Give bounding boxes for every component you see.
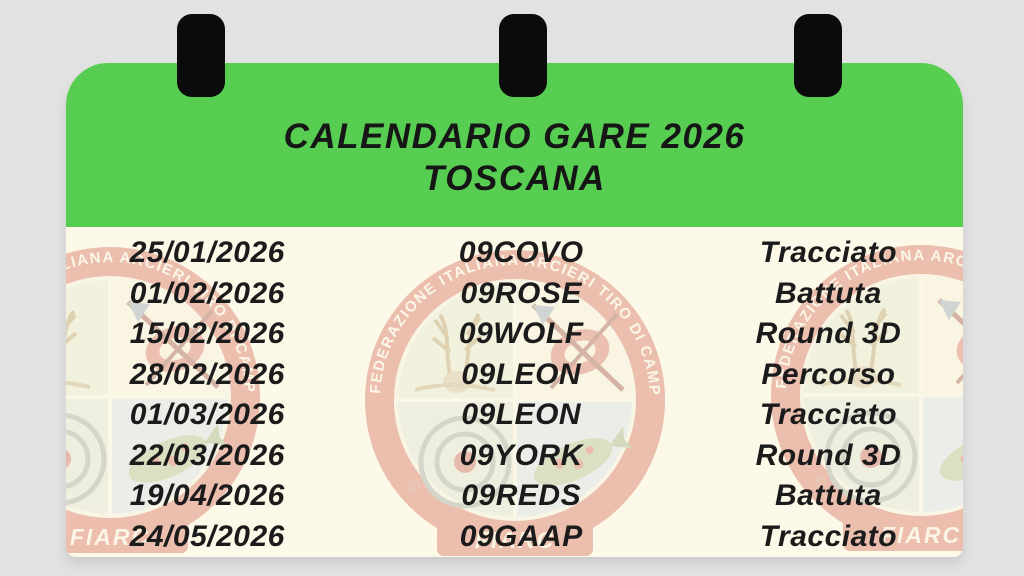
event-type: Battuta <box>775 479 882 513</box>
event-date: 25/01/2026 <box>129 236 285 270</box>
event-date: 01/02/2026 <box>129 276 285 310</box>
event-code: 09YORK <box>459 438 583 472</box>
binder-ring-center <box>499 14 547 97</box>
event-code: 09LEON <box>461 357 582 391</box>
table-row: 15/02/2026 09WOLF Round 3D <box>66 314 963 355</box>
event-date: 15/02/2026 <box>129 317 285 351</box>
calendar-title: CALENDARIO GARE 2026 <box>283 117 746 156</box>
event-code: 09GAAP <box>459 519 583 553</box>
table-row: 01/02/2026 09ROSE Battuta <box>66 274 963 315</box>
event-code: 09ROSE <box>460 276 582 310</box>
table-row: 22/03/2026 09YORK Round 3D <box>66 436 963 477</box>
table-row: 19/04/2026 09REDS Battuta <box>66 476 963 517</box>
event-code: 09COVO <box>458 236 584 270</box>
event-date: 19/04/2026 <box>129 479 285 513</box>
events-table: 25/01/2026 09COVO Tracciato 01/02/2026 0… <box>66 227 963 557</box>
event-code: 09REDS <box>461 479 582 513</box>
event-type: Battuta <box>775 276 882 310</box>
event-date: 01/03/2026 <box>129 398 285 432</box>
table-row: 25/01/2026 09COVO Tracciato <box>66 233 963 274</box>
event-date: 28/02/2026 <box>129 357 285 391</box>
table-row: 28/02/2026 09LEON Percorso <box>66 355 963 396</box>
event-type: Tracciato <box>759 519 898 553</box>
binder-ring-left <box>177 14 225 97</box>
event-date: 22/03/2026 <box>129 438 285 472</box>
event-code: 09LEON <box>461 398 582 432</box>
event-type: Round 3D <box>755 317 902 351</box>
calendar-card: CALENDARIO GARE 2026 TOSCANA <box>66 63 963 557</box>
event-type: Round 3D <box>755 438 902 472</box>
calendar-region: TOSCANA <box>423 159 606 198</box>
event-type: Percorso <box>761 357 896 391</box>
event-type: Tracciato <box>759 236 898 270</box>
table-row: 24/05/2026 09GAAP Tracciato <box>66 517 963 558</box>
table-row: 01/03/2026 09LEON Tracciato <box>66 395 963 436</box>
event-type: Tracciato <box>759 398 898 432</box>
calendar-body: FEDERAZIONE ITALIANA ARCIERI TIRO DI CAM… <box>66 227 963 557</box>
event-date: 24/05/2026 <box>129 519 285 553</box>
event-code: 09WOLF <box>458 317 584 351</box>
binder-ring-right <box>794 14 842 97</box>
